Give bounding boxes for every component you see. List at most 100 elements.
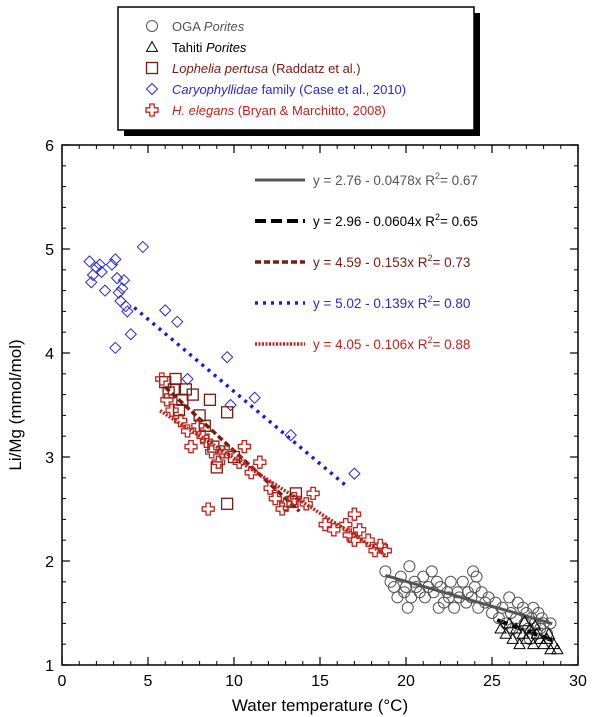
- x-tick-label: 25: [483, 673, 501, 690]
- data-point-cross: [263, 481, 277, 495]
- legend-entry: H. elegans (Bryan & Marchitto, 2008): [172, 103, 386, 118]
- data-point-circle: [391, 591, 404, 604]
- data-point-diamond: [158, 304, 172, 317]
- data-point-diamond: [136, 240, 150, 254]
- data-point-cross: [201, 502, 215, 516]
- data-point-diamond: [109, 341, 122, 355]
- data-point-circle: [468, 581, 481, 593]
- data-point-circle: [417, 570, 430, 583]
- data-point-cross: [368, 543, 382, 558]
- fit-equation: y = 2.96 - 0.0604x R2= 0.65: [313, 212, 478, 229]
- data-point-square: [289, 487, 303, 500]
- data-point-circle: [544, 617, 557, 630]
- data-point-diamond: [110, 271, 124, 285]
- data-point-diamond: [93, 258, 107, 271]
- data-point-cross: [155, 372, 169, 386]
- data-point-triangle: [542, 627, 556, 639]
- data-point-circle: [443, 591, 455, 604]
- data-point-triangle: [499, 627, 513, 639]
- data-point-diamond: [90, 261, 103, 274]
- data-point-diamond: [248, 391, 261, 404]
- legend-marker-triangle: [145, 40, 159, 52]
- data-point-cross: [327, 523, 341, 537]
- data-point-circle: [401, 601, 414, 614]
- data-point-circle: [405, 591, 418, 604]
- data-point-diamond: [98, 284, 112, 297]
- data-point-square: [186, 388, 199, 401]
- legend-entry: Caryophyllidae family (Case et al., 2010…: [172, 82, 406, 97]
- data-point-triangle: [551, 642, 564, 655]
- data-point-cross: [342, 528, 356, 542]
- fit-equations: y = 2.76 - 0.0478x R2= 0.67 y = 2.96 - 0.…: [255, 171, 478, 352]
- data-point-cross: [211, 455, 226, 469]
- data-point-cross: [232, 455, 246, 469]
- data-point-circle: [425, 565, 438, 578]
- fit-equation: y = 4.59 - 0.153x R2= 0.73: [313, 253, 470, 270]
- data-point-diamond: [121, 305, 134, 318]
- x-tick-label: 20: [397, 673, 415, 690]
- data-point-cross: [180, 424, 195, 438]
- fit-line-0: [384, 573, 553, 626]
- data-point-cross: [361, 533, 375, 547]
- data-point-circle: [451, 586, 464, 599]
- data-point-circle: [535, 612, 548, 625]
- data-point-triangle: [509, 622, 523, 634]
- data-point-circle: [486, 607, 498, 619]
- y-tick-label: 1: [45, 658, 54, 675]
- data-point-diamond: [83, 255, 96, 268]
- data-point-cross: [220, 445, 234, 459]
- data-point-circle: [475, 586, 488, 599]
- y-tick-label: 6: [45, 138, 54, 155]
- legend-marker-diamond: [145, 82, 159, 96]
- data-point-cross: [378, 543, 393, 558]
- x-tick-label: 5: [144, 673, 153, 690]
- data-point-diamond: [117, 273, 131, 287]
- data-point-diamond: [119, 299, 132, 313]
- x-tick-label: 30: [569, 673, 587, 690]
- y-tick-label: 2: [45, 554, 54, 571]
- data-points: [83, 240, 564, 655]
- data-point-cross: [373, 538, 387, 553]
- data-point-square: [169, 372, 182, 386]
- data-point-square: [220, 497, 234, 510]
- legend-entry: Tahiti Porites: [172, 40, 247, 55]
- data-point-cross: [237, 439, 251, 454]
- data-point-diamond: [171, 315, 184, 329]
- data-point-circle: [496, 601, 509, 614]
- data-point-diamond: [224, 398, 237, 412]
- data-point-circle: [444, 575, 457, 588]
- data-point-cross: [299, 497, 313, 511]
- data-point-cross: [347, 533, 362, 547]
- data-point-diamond: [112, 286, 125, 299]
- data-point-cross: [253, 455, 267, 469]
- data-point-triangle: [528, 618, 542, 631]
- data-point-triangle: [506, 632, 519, 644]
- data-point-circle: [400, 581, 412, 593]
- legend-entry: Lophelia pertusa (Raddatz et al.): [172, 61, 361, 76]
- data-point-circle: [394, 570, 407, 583]
- data-point-circle: [448, 601, 461, 614]
- data-point-circle: [432, 601, 445, 614]
- data-point-cross: [244, 465, 258, 480]
- data-point-circle: [379, 565, 392, 578]
- x-tick-label: 10: [225, 673, 243, 690]
- data-point-circle: [403, 560, 416, 573]
- fit-equation: y = 5.02 - 0.139x R2= 0.80: [313, 294, 470, 311]
- x-tick-label: 0: [58, 673, 67, 690]
- fit-equation: y = 2.76 - 0.0478x R2= 0.67: [313, 171, 478, 188]
- data-point-cross: [347, 507, 362, 521]
- legend-entry: OGA Porites: [172, 19, 245, 34]
- data-point-cross: [160, 393, 174, 407]
- data-point-square: [210, 461, 223, 474]
- x-axis-title: Water temperature (°C): [232, 696, 408, 715]
- data-point-square: [227, 450, 241, 464]
- data-point-square: [220, 406, 234, 419]
- data-point-square: [207, 440, 220, 453]
- x-tick-label: 15: [311, 673, 329, 690]
- data-point-circle: [408, 575, 421, 588]
- data-point-cross: [268, 491, 282, 506]
- data-point-circle: [503, 591, 516, 604]
- data-point-cross: [318, 517, 332, 532]
- data-point-cross: [287, 491, 301, 506]
